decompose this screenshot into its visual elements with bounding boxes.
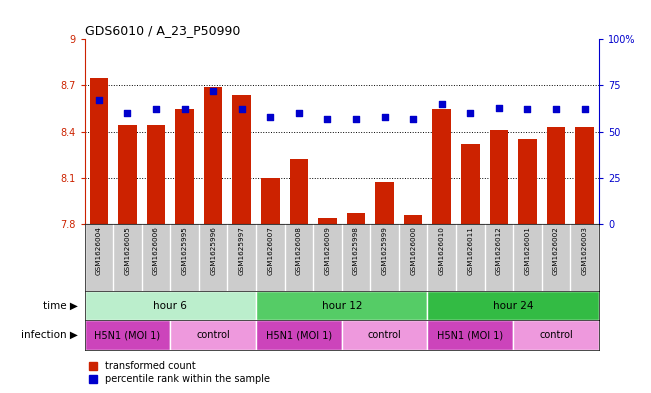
Bar <box>376 182 394 224</box>
Text: GSM1626008: GSM1626008 <box>296 226 302 275</box>
Point <box>465 110 475 116</box>
Text: H5N1 (MOI 1): H5N1 (MOI 1) <box>266 330 332 340</box>
Text: H5N1 (MOI 1): H5N1 (MOI 1) <box>437 330 503 340</box>
Text: control: control <box>368 330 402 340</box>
Point <box>208 88 219 94</box>
Bar <box>90 78 108 224</box>
Point <box>579 107 590 113</box>
Point <box>351 116 361 122</box>
Bar <box>85 291 256 320</box>
Bar <box>290 159 308 224</box>
Point <box>265 114 275 120</box>
Text: infection ▶: infection ▶ <box>21 330 78 340</box>
Text: GSM1626006: GSM1626006 <box>153 226 159 275</box>
Text: hour 24: hour 24 <box>493 301 533 310</box>
Bar <box>428 320 513 350</box>
Text: GSM1625999: GSM1625999 <box>381 226 387 275</box>
Text: GSM1626005: GSM1626005 <box>124 226 130 275</box>
Text: control: control <box>539 330 573 340</box>
Bar <box>490 130 508 224</box>
Bar <box>85 320 171 350</box>
Bar <box>461 144 480 224</box>
Bar <box>428 291 599 320</box>
Text: hour 12: hour 12 <box>322 301 362 310</box>
Text: time ▶: time ▶ <box>43 301 78 310</box>
Text: GSM1626000: GSM1626000 <box>410 226 416 275</box>
Bar <box>175 108 194 224</box>
Point <box>151 107 161 113</box>
Text: GSM1626002: GSM1626002 <box>553 226 559 275</box>
Bar <box>261 178 280 224</box>
Bar <box>432 108 451 224</box>
Bar <box>146 125 165 224</box>
Text: GSM1626007: GSM1626007 <box>268 226 273 275</box>
Bar <box>575 127 594 224</box>
Text: GSM1626011: GSM1626011 <box>467 226 473 275</box>
Bar <box>342 320 428 350</box>
Text: GSM1625996: GSM1625996 <box>210 226 216 275</box>
Text: GDS6010 / A_23_P50990: GDS6010 / A_23_P50990 <box>85 24 240 37</box>
Point <box>122 110 133 116</box>
Text: GSM1625995: GSM1625995 <box>182 226 187 275</box>
Point <box>408 116 419 122</box>
Bar <box>171 320 256 350</box>
Point <box>322 116 333 122</box>
Text: GSM1626012: GSM1626012 <box>496 226 502 275</box>
Bar <box>347 213 365 224</box>
Point <box>551 107 561 113</box>
Bar <box>547 127 565 224</box>
Point <box>522 107 533 113</box>
Bar <box>118 125 137 224</box>
Text: GSM1626009: GSM1626009 <box>324 226 331 275</box>
Bar <box>204 87 223 224</box>
Text: GSM1625997: GSM1625997 <box>239 226 245 275</box>
Point <box>437 101 447 107</box>
Point <box>493 105 504 111</box>
Text: GSM1626001: GSM1626001 <box>525 226 531 275</box>
Point <box>236 107 247 113</box>
Bar <box>318 218 337 224</box>
Bar <box>232 95 251 224</box>
Text: GSM1626010: GSM1626010 <box>439 226 445 275</box>
Legend: transformed count, percentile rank within the sample: transformed count, percentile rank withi… <box>89 361 270 384</box>
Bar <box>404 215 422 224</box>
Bar <box>518 140 537 224</box>
Bar <box>256 320 342 350</box>
Point <box>294 110 304 116</box>
Point <box>380 114 390 120</box>
Point <box>180 107 190 113</box>
Text: GSM1626004: GSM1626004 <box>96 226 102 275</box>
Bar <box>256 291 428 320</box>
Bar <box>513 320 599 350</box>
Point <box>94 97 104 103</box>
Text: hour 6: hour 6 <box>154 301 187 310</box>
Text: H5N1 (MOI 1): H5N1 (MOI 1) <box>94 330 161 340</box>
Text: GSM1626003: GSM1626003 <box>581 226 588 275</box>
Text: GSM1625998: GSM1625998 <box>353 226 359 275</box>
Text: control: control <box>197 330 230 340</box>
